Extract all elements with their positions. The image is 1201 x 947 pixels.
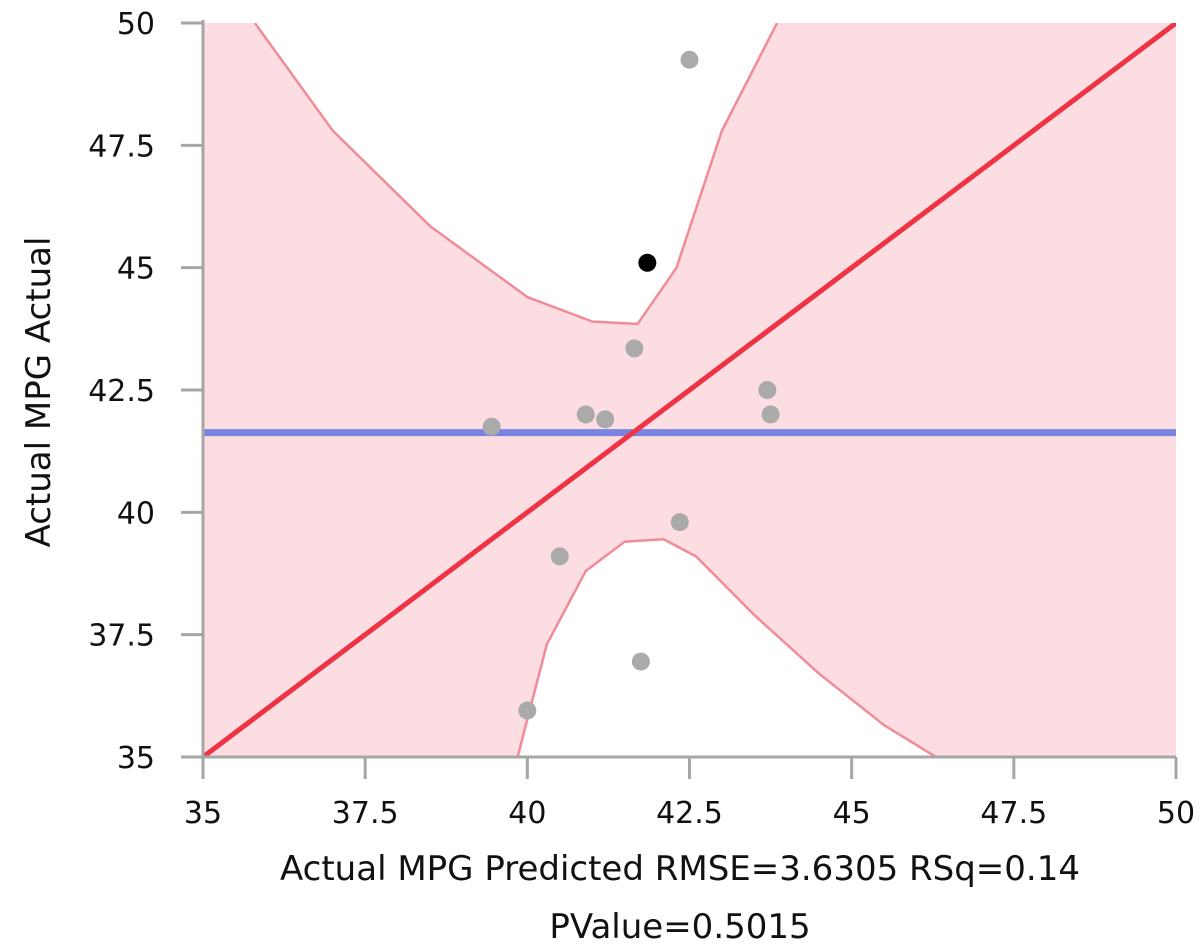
data-point bbox=[761, 405, 780, 424]
axes: 35 37.5 40 42.5 45 47.5 50 35 37.5 40 42.5 45 47.5 50 bbox=[88, 7, 1195, 831]
data-point bbox=[680, 50, 699, 69]
x-tick-label: 37.5 bbox=[332, 796, 399, 831]
data-point bbox=[625, 339, 644, 358]
data-point bbox=[758, 381, 777, 399]
x-axis-title: Actual MPG Predicted RMSE=3.6305 RSq=0.1… bbox=[280, 849, 1080, 889]
y-axis-title: Actual MPG Actual bbox=[19, 237, 59, 548]
upper-clear-region bbox=[254, 23, 778, 324]
y-tick-label: 50 bbox=[117, 7, 155, 42]
data-point bbox=[482, 417, 501, 436]
x-tick-label: 50 bbox=[1157, 796, 1195, 831]
y-tick-label: 42.5 bbox=[88, 374, 155, 409]
y-tick-label: 37.5 bbox=[88, 619, 155, 654]
data-point bbox=[576, 405, 595, 424]
y-tick-label: 45 bbox=[117, 252, 155, 287]
x-tick-label: 40 bbox=[508, 796, 546, 831]
data-point bbox=[638, 253, 657, 272]
data-point bbox=[596, 410, 615, 429]
lower-clear-region bbox=[517, 539, 936, 757]
upper-confidence-curve bbox=[253, 23, 779, 326]
x-tick-label: 35 bbox=[184, 796, 222, 831]
data-point bbox=[518, 701, 537, 720]
plot-area bbox=[203, 23, 1176, 757]
data-point bbox=[670, 513, 689, 532]
x-tick-label: 45 bbox=[833, 796, 871, 831]
data-point bbox=[550, 547, 569, 566]
x-tick-label: 42.5 bbox=[656, 796, 723, 831]
x-axis-title-line2: PValue=0.5015 bbox=[549, 907, 810, 947]
x-tick-label: 47.5 bbox=[980, 796, 1047, 831]
lower-confidence-curve bbox=[516, 537, 937, 757]
data-point bbox=[631, 652, 650, 671]
y-tick-label: 47.5 bbox=[88, 129, 155, 164]
plot-clip-group bbox=[203, 23, 1176, 757]
y-tick-label: 40 bbox=[117, 496, 155, 531]
fit-line bbox=[203, 23, 1176, 757]
y-tick-label: 35 bbox=[117, 741, 155, 776]
